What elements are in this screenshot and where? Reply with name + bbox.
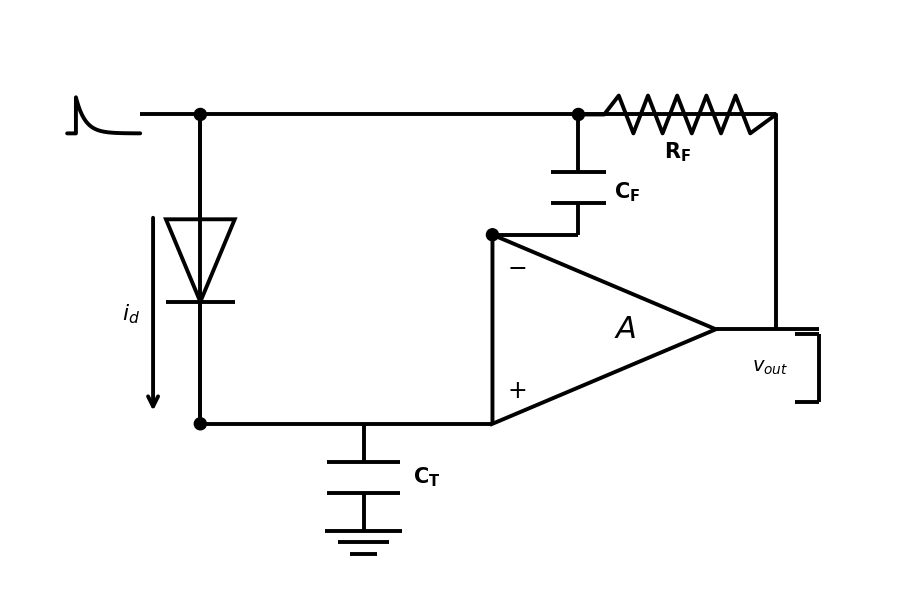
Text: $-$: $-$ [507,256,526,279]
Text: $\mathbf{C_F}$: $\mathbf{C_F}$ [615,180,641,203]
Text: $A$: $A$ [614,315,636,344]
Circle shape [486,229,498,241]
Text: $+$: $+$ [507,379,526,403]
Text: $i_d$: $i_d$ [122,302,140,326]
Circle shape [573,109,584,120]
Circle shape [194,109,207,120]
Circle shape [194,418,207,430]
Text: $\mathbf{R_F}$: $\mathbf{R_F}$ [663,140,690,164]
Text: $\mathbf{C_T}$: $\mathbf{C_T}$ [414,466,441,489]
Text: $v_{out}$: $v_{out}$ [752,359,788,378]
